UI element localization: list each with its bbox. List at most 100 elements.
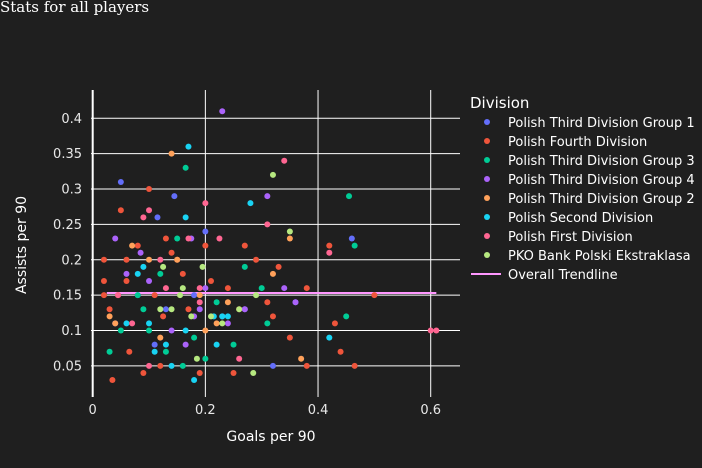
data-point[interactable] [185, 143, 192, 150]
data-point[interactable] [224, 320, 231, 327]
data-point[interactable] [348, 235, 355, 242]
data-point[interactable] [351, 242, 358, 249]
data-point[interactable] [202, 327, 209, 334]
data-point[interactable] [140, 306, 147, 313]
data-point[interactable] [193, 355, 200, 362]
data-point[interactable] [182, 164, 189, 171]
data-point[interactable] [123, 270, 130, 277]
data-point[interactable] [123, 256, 130, 263]
data-point[interactable] [162, 235, 169, 242]
data-point[interactable] [433, 327, 440, 334]
data-point[interactable] [326, 334, 333, 341]
data-point[interactable] [191, 292, 198, 299]
data-point[interactable] [117, 207, 124, 214]
data-point[interactable] [182, 327, 189, 334]
data-point[interactable] [168, 150, 175, 157]
data-point[interactable] [236, 355, 243, 362]
data-point[interactable] [157, 362, 164, 369]
data-point[interactable] [188, 313, 195, 320]
data-point[interactable] [109, 377, 116, 384]
data-point[interactable] [371, 292, 378, 299]
data-point[interactable] [213, 320, 220, 327]
data-point[interactable] [146, 320, 153, 327]
data-point[interactable] [179, 270, 186, 277]
data-point[interactable] [253, 256, 260, 263]
data-point[interactable] [264, 221, 271, 228]
legend-marker[interactable] [484, 176, 490, 182]
data-point[interactable] [100, 277, 107, 284]
data-point[interactable] [253, 292, 260, 299]
data-point[interactable] [202, 242, 209, 249]
data-point[interactable] [106, 348, 113, 355]
data-point[interactable] [241, 263, 248, 270]
data-point[interactable] [185, 306, 192, 313]
data-point[interactable] [117, 327, 124, 334]
data-point[interactable] [123, 277, 130, 284]
data-point[interactable] [207, 313, 214, 320]
data-point[interactable] [269, 171, 276, 178]
data-point[interactable] [160, 263, 167, 270]
data-point[interactable] [275, 263, 282, 270]
data-point[interactable] [247, 200, 254, 207]
data-point[interactable] [168, 306, 175, 313]
data-point[interactable] [219, 108, 226, 115]
data-point[interactable] [106, 313, 113, 320]
data-point[interactable] [298, 355, 305, 362]
data-point[interactable] [151, 348, 158, 355]
data-point[interactable] [151, 341, 158, 348]
data-point[interactable] [219, 320, 226, 327]
data-point[interactable] [162, 306, 169, 313]
data-point[interactable] [117, 178, 124, 185]
data-point[interactable] [171, 193, 178, 200]
data-point[interactable] [134, 242, 141, 249]
data-point[interactable] [202, 200, 209, 207]
data-point[interactable] [134, 270, 141, 277]
data-point[interactable] [179, 285, 186, 292]
data-point[interactable] [112, 235, 119, 242]
legend-label-trendline[interactable]: Overall Trendline [508, 268, 618, 283]
data-point[interactable] [162, 348, 169, 355]
legend-label[interactable]: Polish Third Division Group 3 [508, 154, 695, 169]
data-point[interactable] [292, 299, 299, 306]
data-point[interactable] [146, 327, 153, 334]
data-point[interactable] [140, 369, 147, 376]
legend-label[interactable]: PKO Bank Polski Ekstraklasa [508, 249, 691, 264]
data-point[interactable] [157, 256, 164, 263]
data-point[interactable] [179, 362, 186, 369]
data-point[interactable] [303, 362, 310, 369]
data-point[interactable] [241, 242, 248, 249]
data-point[interactable] [182, 341, 189, 348]
data-point[interactable] [202, 228, 209, 235]
data-point[interactable] [129, 242, 136, 249]
data-point[interactable] [224, 285, 231, 292]
data-point[interactable] [154, 214, 161, 221]
data-point[interactable] [146, 186, 153, 193]
data-point[interactable] [174, 235, 181, 242]
data-point[interactable] [258, 285, 265, 292]
data-point[interactable] [216, 235, 223, 242]
data-point[interactable] [219, 313, 226, 320]
data-point[interactable] [146, 277, 153, 284]
plot-area[interactable] [91, 90, 460, 397]
data-point[interactable] [331, 320, 338, 327]
data-point[interactable] [146, 207, 153, 214]
data-point[interactable] [100, 292, 107, 299]
data-point[interactable] [191, 334, 198, 341]
data-point[interactable] [224, 299, 231, 306]
legend-marker[interactable] [484, 138, 490, 144]
data-point[interactable] [269, 313, 276, 320]
data-point[interactable] [286, 334, 293, 341]
data-point[interactable] [126, 348, 133, 355]
data-point[interactable] [213, 341, 220, 348]
legend-label[interactable]: Polish Fourth Division [508, 135, 647, 150]
data-point[interactable] [207, 277, 214, 284]
legend-marker[interactable] [484, 157, 490, 163]
data-point[interactable] [236, 306, 243, 313]
data-point[interactable] [241, 306, 248, 313]
legend-marker[interactable] [484, 195, 490, 201]
data-point[interactable] [303, 285, 310, 292]
data-point[interactable] [196, 306, 203, 313]
data-point[interactable] [427, 327, 434, 334]
data-point[interactable] [160, 313, 167, 320]
data-point[interactable] [326, 249, 333, 256]
